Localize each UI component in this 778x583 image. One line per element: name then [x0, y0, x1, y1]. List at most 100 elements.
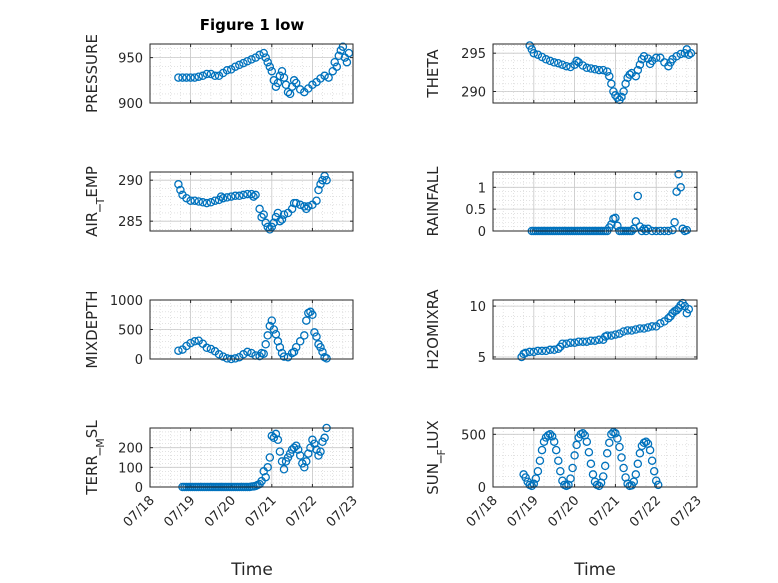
data-point [533, 346, 543, 356]
data-point [314, 185, 323, 195]
data-point [521, 473, 530, 482]
data-point [267, 222, 277, 232]
data-point [283, 87, 293, 97]
data-point [257, 212, 266, 222]
data-point [639, 224, 649, 234]
data-point [635, 449, 645, 458]
data-point [582, 437, 592, 446]
data-point [594, 65, 604, 75]
data-point [556, 466, 565, 476]
data-point [639, 324, 649, 333]
data-point [338, 42, 348, 51]
data-point [682, 225, 692, 235]
y-axis-label: H2OMIXRA [424, 289, 442, 370]
data-point [291, 198, 301, 208]
data-point [627, 326, 636, 335]
data-point [318, 175, 327, 185]
chart-panel-h2omixra: 5 10 H2OMIXRA [424, 289, 698, 370]
data-point [619, 87, 628, 96]
data-point [537, 346, 547, 356]
data-point [633, 191, 643, 201]
data-point [273, 337, 283, 346]
data-point [672, 52, 681, 61]
data-point [267, 316, 277, 325]
data-point [267, 431, 277, 441]
data-point [247, 189, 256, 199]
data-point [570, 338, 579, 347]
data-point [202, 198, 212, 208]
data-point [631, 470, 641, 479]
data-point [619, 463, 628, 473]
data-point [598, 472, 608, 481]
y-axis-label: MIXDEPTH [83, 290, 101, 368]
data-point [190, 196, 199, 205]
data-point [678, 224, 687, 234]
data-point [275, 216, 285, 226]
data-point [285, 449, 295, 458]
data-point [210, 71, 220, 81]
data-point [231, 191, 240, 201]
data-point [194, 72, 203, 81]
data-point [619, 327, 628, 336]
data-point [308, 310, 317, 320]
data-point [645, 445, 655, 455]
data-point [598, 65, 608, 75]
x-tick-label: 07/21 [586, 493, 623, 530]
y-axis-label: PRESSURE [83, 34, 101, 113]
data-point [249, 192, 258, 201]
data-point [617, 92, 626, 102]
data-point [259, 349, 268, 358]
data-point [656, 319, 665, 328]
y-tick-label: 0 [478, 481, 486, 496]
data-point [582, 63, 592, 73]
data-point [265, 225, 275, 234]
data-point [287, 204, 297, 214]
data-point [310, 439, 319, 448]
data-point [302, 457, 311, 466]
data-point [541, 55, 551, 64]
data-point [651, 53, 661, 63]
data-point [686, 48, 696, 58]
plot-area [150, 428, 353, 487]
data-point [611, 213, 620, 223]
data-point [265, 453, 275, 462]
data-point [562, 339, 571, 348]
data-point [243, 347, 252, 357]
data-point [566, 338, 575, 347]
y-tick-label: 10 [469, 300, 486, 315]
data-point [574, 337, 583, 346]
data-point [275, 342, 285, 352]
x-axis-label-left: Time [230, 560, 273, 580]
y-tick-label: 290 [118, 174, 143, 189]
data-point [202, 69, 212, 79]
data-point [277, 457, 287, 466]
data-point [643, 54, 653, 63]
data-point [174, 73, 183, 82]
y-tick-label: 950 [118, 52, 143, 67]
data-point [572, 56, 581, 66]
data-point [247, 55, 256, 64]
data-point [615, 442, 624, 452]
data-point [578, 337, 588, 346]
data-point [259, 48, 268, 58]
chart-panel-pressure: 900 950 PRESSURE [83, 34, 354, 113]
y-axis-label: TERR_MSL [83, 420, 107, 496]
data-point [186, 196, 195, 205]
data-point [320, 71, 329, 81]
y-tick-label: 0 [135, 481, 143, 496]
x-tick-label: 07/22 [283, 493, 320, 530]
data-point [300, 202, 309, 211]
data-point [649, 466, 659, 476]
y-tick-label: 900 [118, 97, 143, 112]
data-point [316, 180, 325, 189]
data-point [631, 325, 641, 334]
data-point [259, 210, 268, 219]
data-point [613, 221, 622, 231]
data-point [554, 58, 563, 68]
data-point [198, 198, 208, 207]
data-point [342, 57, 352, 67]
y-tick-label: 1 [478, 181, 486, 196]
y-tick-label: 1000 [110, 294, 143, 309]
data-point [304, 449, 313, 458]
